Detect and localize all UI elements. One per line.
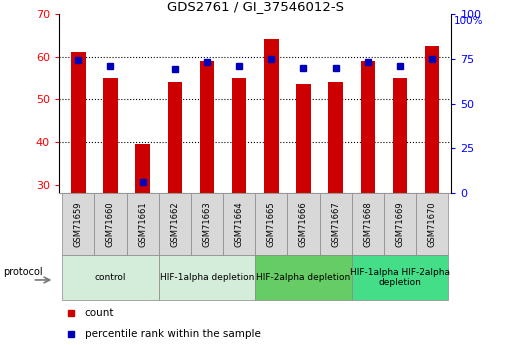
Bar xyxy=(159,193,191,255)
Text: GSM71661: GSM71661 xyxy=(138,201,147,247)
Bar xyxy=(361,61,375,193)
Text: GSM71664: GSM71664 xyxy=(234,201,244,247)
Text: GSM71668: GSM71668 xyxy=(363,201,372,247)
Bar xyxy=(416,193,448,255)
Bar xyxy=(135,144,150,193)
Bar xyxy=(232,78,246,193)
Bar xyxy=(255,255,352,300)
Bar xyxy=(296,84,311,193)
Text: control: control xyxy=(95,273,126,282)
Text: GSM71662: GSM71662 xyxy=(170,201,180,247)
Bar xyxy=(320,193,352,255)
Bar xyxy=(94,193,127,255)
Text: GSM71666: GSM71666 xyxy=(299,201,308,247)
Bar xyxy=(352,193,384,255)
Text: HIF-2alpha depletion: HIF-2alpha depletion xyxy=(256,273,350,282)
Text: GSM71670: GSM71670 xyxy=(428,201,437,247)
Text: count: count xyxy=(85,308,114,318)
Text: GSM71660: GSM71660 xyxy=(106,201,115,247)
Bar xyxy=(159,255,255,300)
Bar xyxy=(393,78,407,193)
Bar xyxy=(328,82,343,193)
Bar xyxy=(127,193,159,255)
Bar xyxy=(352,255,448,300)
Bar xyxy=(200,61,214,193)
Text: percentile rank within the sample: percentile rank within the sample xyxy=(85,329,261,339)
Text: GSM71665: GSM71665 xyxy=(267,201,276,247)
Text: HIF-1alpha HIF-2alpha
depletion: HIF-1alpha HIF-2alpha depletion xyxy=(350,268,450,287)
Text: GSM71669: GSM71669 xyxy=(396,201,404,247)
Bar xyxy=(255,193,287,255)
Bar xyxy=(103,78,117,193)
Text: protocol: protocol xyxy=(3,267,43,277)
Bar xyxy=(71,52,86,193)
Bar xyxy=(223,193,255,255)
Bar xyxy=(62,255,159,300)
Bar xyxy=(425,46,439,193)
Text: GSM71667: GSM71667 xyxy=(331,201,340,247)
Bar xyxy=(287,193,320,255)
Text: 100%: 100% xyxy=(454,16,484,26)
Bar xyxy=(264,39,279,193)
Text: GSM71663: GSM71663 xyxy=(203,201,211,247)
Bar xyxy=(384,193,416,255)
Bar xyxy=(191,193,223,255)
Text: GSM71659: GSM71659 xyxy=(74,201,83,247)
Text: HIF-1alpha depletion: HIF-1alpha depletion xyxy=(160,273,254,282)
Title: GDS2761 / GI_37546012-S: GDS2761 / GI_37546012-S xyxy=(167,0,344,13)
Bar xyxy=(168,82,182,193)
Bar xyxy=(62,193,94,255)
